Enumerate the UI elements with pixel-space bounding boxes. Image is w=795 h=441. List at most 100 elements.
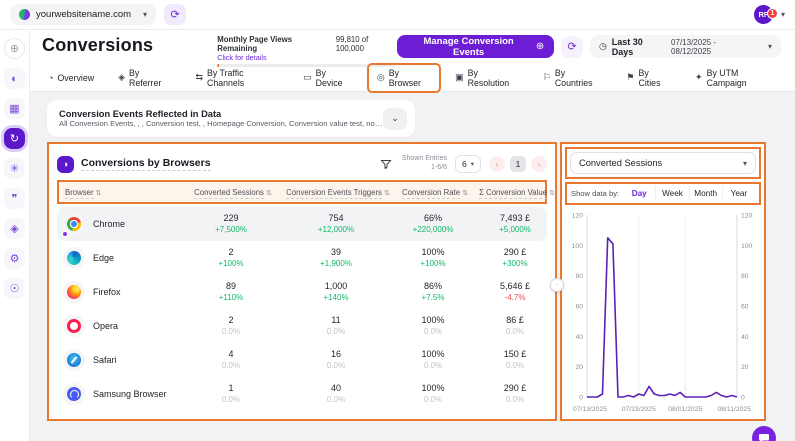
table-row-chrome[interactable]: Chrome 229 +7,500% 754 +12,000% 66% +220… [57, 207, 547, 241]
manage-conversion-events-button[interactable]: Manage Conversion Events⊕ [397, 35, 554, 58]
sort-icon: ⇅ [462, 190, 468, 197]
sidebar-item-dashboard[interactable]: ◐ [4, 68, 25, 89]
sidebar-item-settings[interactable]: ⚙ [4, 248, 25, 269]
column-header-converted-sessions[interactable]: Converted Sessions⇅ [187, 188, 279, 197]
browser-cell: Safari [57, 349, 185, 371]
table-row-edge[interactable]: Edge 2 +100% 39 +1,900% 100% +100% 290 £… [57, 241, 547, 275]
report-tabs: ◔ Overview ◈ By Referrer ⇆ By Traffic Ch… [30, 63, 795, 89]
panel-resize-handle[interactable]: ◦ [550, 278, 564, 292]
top-bar: yourwebsitename.com ▾ ⟳ RF 1 ▾ [0, 0, 795, 30]
metric-cell: 100% 0.0% [395, 349, 471, 371]
resolution-icon: ▣ [455, 72, 464, 83]
column-header-conversion-events-triggers[interactable]: Conversion Events Triggers⇅ [279, 188, 397, 197]
svg-text:100: 100 [572, 243, 584, 250]
metric-value: 2 [185, 315, 277, 327]
sort-icon: ⇅ [549, 190, 555, 197]
sidebar-item-shield[interactable]: ◈ [4, 218, 25, 239]
metric-cell: 5,646 £ -4.7% [471, 281, 559, 303]
chrome-browser-icon [67, 217, 81, 231]
page-size-select[interactable]: 6▾ [455, 155, 481, 173]
tab-by-cities[interactable]: ⚑ By Cities [616, 63, 681, 93]
svg-text:08/11/2025: 08/11/2025 [717, 406, 751, 413]
next-page-button[interactable]: › [531, 156, 547, 172]
utm-campaign-icon: ✦ [695, 72, 703, 83]
granularity-week[interactable]: Week [655, 186, 688, 201]
chevron-down-icon: ▾ [743, 159, 747, 168]
metric-cell: 86% +7.5% [395, 281, 471, 303]
banner-expand-button[interactable]: ⌄ [383, 108, 407, 130]
tab-by-resolution[interactable]: ▣ By Resolution [445, 63, 529, 93]
table-row-samsung[interactable]: Samsung Browser 1 0.0% 40 0.0% 100% 0.0%… [57, 377, 547, 411]
svg-text:40: 40 [741, 334, 749, 341]
metric-cell: 150 £ 0.0% [471, 349, 559, 371]
tab-by-browser[interactable]: ◎ By Browser [367, 63, 441, 93]
notification-badge: 1 [767, 8, 778, 19]
metric-cell: 2 +100% [185, 247, 277, 269]
metric-value: 290 £ [471, 247, 559, 259]
period-label: Last 30 Days [612, 37, 666, 57]
metric-delta: 0.0% [277, 327, 395, 337]
tab-by-utm-campaign[interactable]: ✦ By UTM Campaign [685, 63, 787, 93]
tab-by-traffic-channels[interactable]: ⇆ By Traffic Channels [185, 63, 289, 93]
svg-text:07/23/2025: 07/23/2025 [622, 406, 656, 413]
sidebar-item-ai-assistant[interactable]: ✳ [4, 158, 25, 179]
chat-icon: ❞ [12, 192, 18, 205]
quota-value: 99,810 of 100,000 [336, 35, 398, 53]
dashboard-icon: ◐ [11, 73, 18, 85]
metric-delta: +100% [185, 259, 277, 269]
metric-value: 86 £ [471, 315, 559, 327]
metric-cell: 100% 0.0% [395, 315, 471, 337]
account-menu[interactable]: RF 1 ▾ [754, 5, 785, 24]
browser-icon-chip [63, 349, 85, 371]
browser-cell: Firefox [57, 281, 185, 303]
svg-text:120: 120 [572, 213, 584, 220]
table-row-firefox[interactable]: Firefox 89 +110% 1,000 +140% 86% +7.5% 5… [57, 275, 547, 309]
refresh-site-button[interactable]: ⟳ [164, 4, 186, 25]
browser-icon-chip [63, 383, 85, 405]
tab-by-referrer[interactable]: ◈ By Referrer [108, 63, 181, 93]
metric-value: 2 [185, 247, 277, 259]
current-page: 1 [510, 156, 526, 172]
metric-cell: 7,493 £ +5,000% [471, 213, 559, 235]
column-header--conversion-value[interactable]: Σ Conversion Value⇅ [473, 188, 561, 197]
column-header-conversion-rate[interactable]: Conversion Rate⇅ [397, 188, 473, 197]
sidebar-item-profile[interactable]: ☉ [4, 278, 25, 299]
converted-sessions-line-chart: 00202040406060808010010012012007/13/2025… [565, 207, 761, 424]
quota-details-link[interactable]: Click for details [217, 53, 397, 62]
metric-cell: 40 0.0% [277, 383, 395, 405]
metric-select[interactable]: Converted Sessions ▾ [570, 152, 756, 174]
table-row-safari[interactable]: Safari 4 0.0% 16 0.0% 100% 0.0% 150 £ 0.… [57, 343, 547, 377]
tab-by-device[interactable]: ▭ By Device [293, 63, 363, 93]
tab-by-countries[interactable]: ⚐ By Countries [533, 63, 613, 93]
granularity-day[interactable]: Day [623, 186, 655, 201]
tab-overview[interactable]: ◔ Overview [38, 68, 104, 88]
refresh-data-button[interactable]: ⟳ [561, 36, 583, 58]
filter-icon[interactable] [378, 156, 394, 172]
granularity-year[interactable]: Year [722, 186, 755, 201]
svg-text:07/13/2025: 07/13/2025 [573, 406, 607, 413]
granularity-month[interactable]: Month [689, 186, 722, 201]
browser-name: Opera [93, 321, 118, 331]
sidebar-item-calendar[interactable]: ▦ [4, 98, 25, 119]
svg-text:08/01/2025: 08/01/2025 [668, 406, 702, 413]
chevron-down-icon: ▾ [781, 10, 785, 19]
pagination: ‹ 1 › [489, 156, 547, 172]
date-range-picker[interactable]: ◷ Last 30 Days 07/13/2025 - 08/12/2025 ▾ [590, 35, 781, 58]
svg-text:60: 60 [575, 304, 583, 311]
sort-icon: ⇅ [96, 190, 102, 197]
browser-name: Firefox [93, 287, 121, 297]
prev-page-button[interactable]: ‹ [489, 156, 505, 172]
line-chart-svg: 00202040406060808010010012012007/13/2025… [565, 207, 759, 419]
metric-delta: +220,000% [395, 225, 471, 235]
metric-value: 11 [277, 315, 395, 327]
sidebar-item-conversions[interactable]: ↻ [4, 128, 25, 149]
table-row-opera[interactable]: Opera 2 0.0% 11 0.0% 100% 0.0% 86 £ 0.0% [57, 309, 547, 343]
sidebar-item-add-target[interactable]: ⊕ [4, 38, 25, 59]
svg-text:100: 100 [741, 243, 753, 250]
table-title: Conversions by Browsers [81, 157, 211, 171]
sidebar-item-chat[interactable]: ❞ [4, 188, 25, 209]
site-selector-label: yourwebsitename.com [36, 9, 131, 20]
site-selector[interactable]: yourwebsitename.com ▾ [10, 4, 156, 25]
column-header-browser[interactable]: Browser⇅ [59, 188, 187, 197]
metric-delta: +5,000% [471, 225, 559, 235]
